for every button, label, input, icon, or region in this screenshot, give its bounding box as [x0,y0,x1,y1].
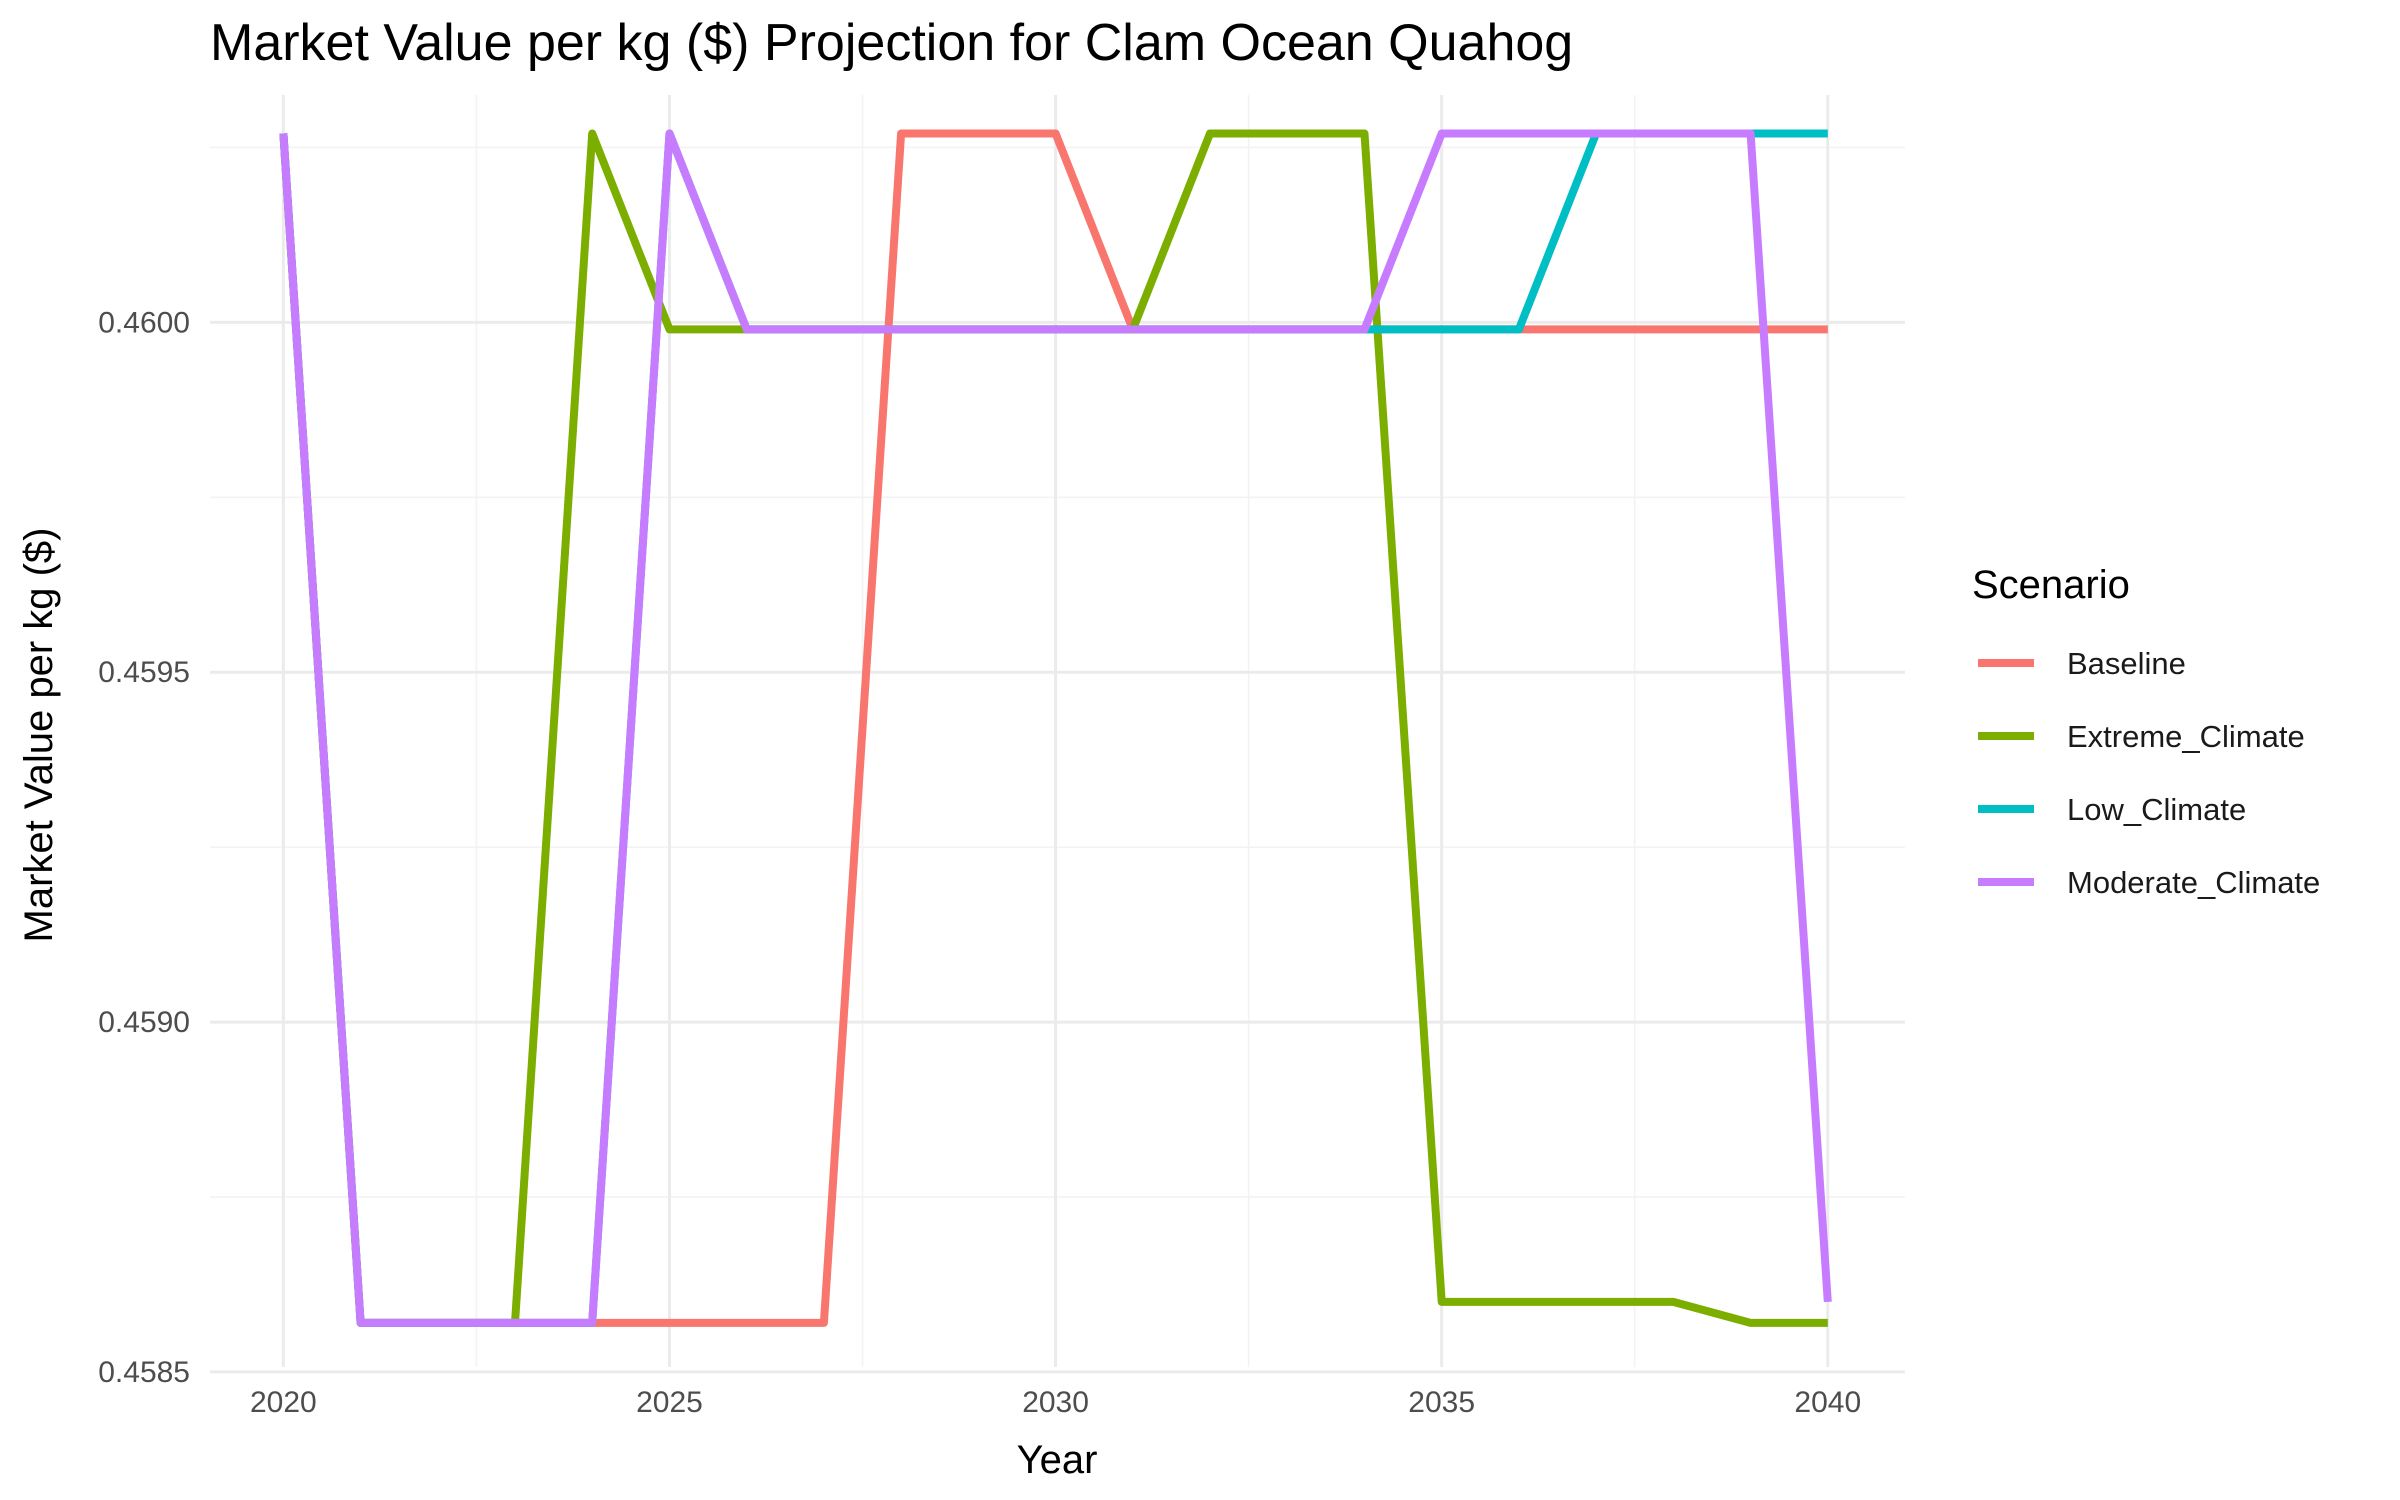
legend-label-low-climate: Low_Climate [2067,792,2246,827]
legend-title: Scenario [1972,563,2130,607]
axes: 2020 2025 2030 2035 2040 0.45850.45900.45950… [98,306,1861,1419]
y-tick-label: 0.4595 [98,656,190,689]
legend-label-moderate-climate: Moderate_Climate [2067,865,2320,900]
x-tick-label: 2035 [1408,1386,1475,1419]
x-axis-title: Year [1017,1438,1098,1482]
legend: Scenario Baseline Extreme_Climate Low_Clim… [1972,563,2320,900]
y-tick-label: 0.4590 [98,1006,190,1039]
grid [210,95,1905,1374]
series-line-moderate-climate [279,129,1832,1327]
y-tick-label: 0.4585 [98,1356,190,1389]
y-axis-title: Market Value per kg ($) [17,528,61,943]
x-tick-label: 2025 [636,1386,703,1419]
legend-label-extreme-climate: Extreme_Climate [2067,719,2305,754]
x-tick-label: 2020 [250,1386,317,1419]
series-lines [279,129,1832,1327]
chart-title: Market Value per kg ($) Projection for C… [210,14,1573,72]
y-tick-label: 0.4600 [98,306,190,339]
y-axis-ticks: 0.4585 0.4590 0.4595 0.4600 [98,306,190,1389]
x-tick-label: 2040 [1794,1386,1861,1419]
legend-items: Baseline Extreme_Climate Low_Climate Modera… [1978,646,2320,900]
legend-label-baseline: Baseline [2067,646,2186,681]
x-axis-ticks: 2020 2025 2030 2035 2040 [250,1386,1861,1419]
x-tick-label: 2030 [1022,1386,1089,1419]
